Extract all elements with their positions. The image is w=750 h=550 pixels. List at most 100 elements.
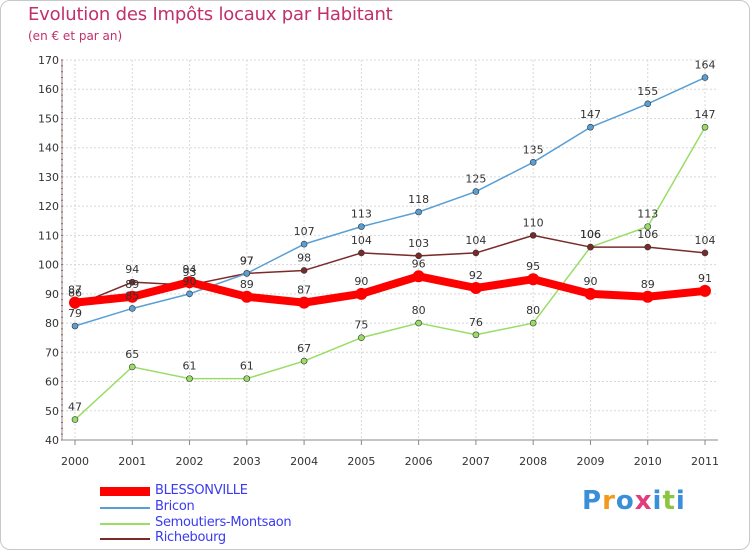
data-point-semoutiers-montsaon (128, 363, 136, 371)
data-point-semoutiers-montsaon (701, 123, 709, 131)
chart-grid (62, 59, 718, 441)
legend-label-semoutiers-montsaon: Semoutiers-Montsaon (155, 515, 292, 530)
y-tick-label: 70 (45, 346, 59, 359)
logo-letter: o (615, 486, 635, 516)
data-label-bricon: 135 (523, 143, 544, 156)
y-tick-label: 120 (38, 200, 59, 213)
data-point-blessonville (469, 282, 482, 294)
legend-swatch-richebourg (100, 538, 150, 540)
data-label-blessonville: 87 (68, 284, 82, 297)
y-tick-label: 60 (45, 376, 59, 389)
data-point-bricon (71, 322, 79, 330)
data-point-semoutiers-montsaon (644, 223, 652, 230)
logo-letter: i (652, 486, 663, 516)
data-point-blessonville (126, 290, 139, 303)
data-label-blessonville: 89 (240, 278, 254, 291)
legend-swatch-semoutiers-montsaon (100, 523, 150, 525)
x-tick-label: 2008 (519, 455, 547, 468)
data-point-richebourg (587, 243, 594, 251)
x-tick-label: 2009 (576, 455, 604, 468)
data-label-semoutiers-montsaon: 80 (412, 304, 426, 317)
data-label-bricon: 147 (580, 108, 601, 121)
data-point-blessonville (355, 287, 368, 300)
legend-swatch-bricon (100, 507, 150, 509)
data-label-richebourg: 106 (637, 228, 658, 241)
data-label-semoutiers-montsaon: 113 (637, 208, 658, 221)
data-point-bricon (587, 123, 594, 131)
y-tick-label: 160 (38, 83, 59, 96)
data-label-semoutiers-montsaon: 76 (469, 316, 483, 329)
data-label-richebourg: 104 (351, 234, 372, 247)
x-tick-label: 2006 (405, 455, 433, 468)
data-label-richebourg: 86 (68, 287, 82, 300)
legend-label-bricon: Bricon (155, 499, 195, 514)
data-point-richebourg (472, 249, 480, 257)
x-tick-label: 2005 (347, 455, 375, 468)
logo-letter: t (662, 486, 676, 516)
legend-label-blessonville: BLESSONVILLE (155, 483, 248, 498)
x-tick-label: 2001 (118, 455, 146, 468)
data-point-bricon (300, 240, 308, 248)
data-label-semoutiers-montsaon: 106 (580, 228, 601, 241)
data-label-blessonville: 87 (297, 284, 311, 297)
data-point-bricon (529, 159, 537, 166)
data-point-richebourg (415, 252, 422, 260)
data-label-richebourg: 98 (297, 251, 311, 264)
series-line-blessonville (71, 272, 709, 307)
data-label-bricon: 164 (695, 59, 716, 72)
data-point-bricon (415, 208, 422, 216)
data-point-bricon (358, 223, 365, 230)
data-point-semoutiers-montsaon (415, 319, 422, 327)
legend-label-richebourg: Richebourg (155, 530, 226, 545)
data-point-semoutiers-montsaon (472, 331, 480, 339)
data-label-semoutiers-montsaon: 47 (68, 401, 82, 414)
data-point-richebourg (300, 267, 308, 274)
data-label-semoutiers-montsaon: 65 (125, 348, 139, 361)
y-tick-label: 90 (45, 288, 59, 301)
data-label-blessonville: 90 (583, 275, 597, 288)
chart-title: Evolution des Impôts locaux par Habitant (28, 4, 393, 25)
x-tick-label: 2000 (61, 455, 89, 468)
data-point-bricon (128, 305, 136, 312)
y-tick-label: 110 (38, 229, 59, 242)
data-point-semoutiers-montsaon (529, 319, 537, 327)
data-point-blessonville (641, 290, 654, 303)
data-point-blessonville (183, 276, 196, 289)
logo-letter: i (675, 486, 686, 516)
chart-subtitle: (en € et par an) (28, 29, 123, 43)
data-point-blessonville (584, 287, 597, 300)
data-label-semoutiers-montsaon: 80 (526, 304, 540, 317)
data-point-richebourg (128, 278, 136, 286)
data-label-blessonville: 95 (526, 260, 540, 273)
data-point-bricon (186, 290, 193, 298)
data-label-blessonville: 96 (412, 257, 426, 270)
plot-area (62, 60, 718, 440)
data-label-semoutiers-montsaon: 67 (297, 342, 311, 355)
data-point-blessonville (699, 284, 711, 297)
data-point-semoutiers-montsaon (300, 357, 308, 365)
data-label-bricon: 79 (68, 307, 82, 320)
data-label-blessonville: 89 (125, 278, 139, 291)
series-line-semoutiers-montsaon (74, 126, 706, 421)
data-point-bricon (701, 74, 709, 81)
data-point-semoutiers-montsaon (186, 375, 193, 382)
data-label-richebourg: 93 (183, 266, 197, 279)
data-label-semoutiers-montsaon: 61 (183, 360, 197, 373)
y-tick-label: 130 (38, 171, 59, 184)
y-tick-label: 150 (38, 112, 59, 125)
y-tick-label: 170 (38, 54, 59, 67)
x-tick-label: 2003 (233, 455, 261, 468)
x-tick-label: 2002 (176, 455, 204, 468)
data-label-bricon: 125 (465, 173, 486, 186)
data-point-bricon (243, 270, 251, 277)
data-point-semoutiers-montsaon (71, 416, 79, 423)
y-tick-label: 40 (45, 434, 59, 447)
data-point-richebourg (644, 243, 652, 251)
data-label-semoutiers-montsaon: 61 (240, 360, 254, 373)
data-label-richebourg: 104 (465, 234, 486, 247)
data-label-bricon: 118 (408, 193, 429, 206)
data-label-richebourg: 103 (408, 237, 429, 250)
legend-swatch-blessonville (100, 487, 150, 496)
data-point-richebourg (529, 232, 537, 239)
